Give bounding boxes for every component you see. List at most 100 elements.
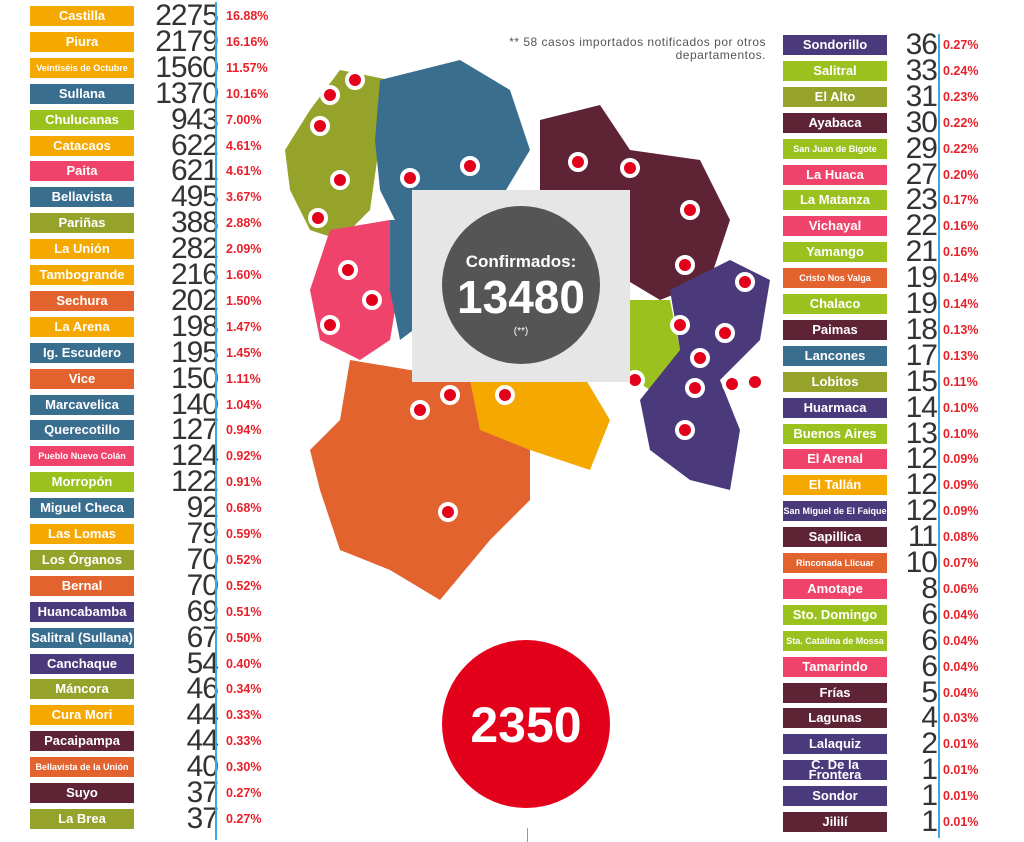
district-row: La Huaca 27 0.20% [783, 158, 978, 191]
district-row: Frías 5 0.04% [783, 676, 979, 709]
district-row: Sta. Catalina de Mossa 6 0.04% [783, 624, 979, 657]
district-count: 18 [905, 312, 938, 346]
district-count: 2275 [155, 0, 219, 32]
district-count: 19 [905, 287, 938, 320]
district-count: 2179 [155, 24, 219, 58]
district-row: Cristo Nos Valga 19 0.14% [783, 261, 978, 294]
district-percent: 0.33% [226, 734, 262, 749]
district-count: 12 [905, 468, 938, 502]
district-row: Sto. Domingo 6 0.04% [783, 598, 979, 631]
district-name: Huancabamba [30, 601, 134, 622]
district-name: Sapillica [783, 527, 887, 548]
district-row: Vice 150 1.11% [30, 362, 261, 395]
district-percent: 3.67% [226, 190, 262, 205]
district-name: Pacaipampa [30, 731, 134, 752]
district-percent: 0.27% [226, 786, 262, 800]
district-row: La Brea 37 0.27% [30, 802, 261, 835]
district-name: Catacaos [30, 135, 134, 156]
district-percent: 0.92% [226, 449, 262, 464]
map-region-west [310, 220, 400, 360]
confirmed-label: Confirmados: [465, 252, 577, 271]
district-name: Vichayal [783, 216, 887, 237]
district-row: Pariñas 388 2.88% [30, 206, 261, 239]
district-count: 22 [905, 209, 938, 243]
district-name: La Arena [30, 316, 134, 337]
district-percent: 0.34% [226, 682, 262, 697]
district-percent: 4.61% [226, 164, 262, 179]
district-percent: 0.10% [943, 426, 979, 441]
district-name: Tamarindo [783, 656, 887, 677]
district-count: 6 [921, 623, 938, 657]
district-count: 282 [170, 232, 219, 266]
district-count: 36 [905, 28, 938, 61]
district-row: Pacaipampa 44 0.33% [30, 724, 262, 757]
confirmed-value: 13480 [457, 271, 585, 323]
district-name: Bellavista de la Unión [30, 757, 134, 778]
district-count: 14 [905, 390, 938, 424]
district-count: 202 [170, 283, 219, 317]
district-percent: 0.01% [943, 789, 979, 804]
district-percent: 1.45% [226, 345, 262, 360]
district-name: Lancones [783, 345, 887, 366]
district-count: 943 [170, 102, 219, 136]
district-percent: 0.09% [943, 452, 979, 467]
district-count: 70 [186, 542, 219, 576]
district-count: 13 [905, 416, 938, 450]
district-percent: 0.09% [943, 504, 979, 519]
district-percent: 0.59% [226, 527, 262, 541]
district-name: Amotape [783, 578, 887, 599]
district-row: Lancones 17 0.13% [783, 339, 978, 372]
district-percent: 0.16% [943, 219, 979, 234]
district-row: Tamarindo 6 0.04% [783, 650, 979, 683]
district-name: Sullana [30, 83, 134, 104]
district-percent: 0.27% [943, 38, 979, 52]
district-percent: 0.22% [943, 115, 979, 130]
district-percent: 0.17% [943, 193, 979, 208]
district-count: 198 [170, 309, 219, 343]
district-name: Chalaco [783, 294, 887, 314]
district-count: 195 [170, 335, 219, 369]
map-region-north [375, 60, 530, 230]
district-percent: 1.11% [226, 371, 261, 386]
district-name: Paimas [783, 319, 887, 340]
district-count: 6 [921, 649, 938, 683]
district-percent: 0.04% [943, 685, 979, 700]
district-percent: 0.07% [943, 556, 979, 570]
district-name: La Brea [30, 808, 134, 829]
district-count: 29 [905, 131, 938, 165]
map-region-south-central [450, 370, 610, 470]
district-name: Paita [30, 161, 134, 182]
district-count: 92 [186, 491, 219, 525]
map-region-east [620, 300, 680, 390]
district-count: 79 [186, 517, 219, 550]
district-percent: 0.04% [943, 659, 979, 674]
district-percent: 0.23% [943, 89, 979, 104]
district-name: La Matanza [783, 190, 887, 211]
district-count: 122 [170, 465, 219, 499]
district-name: Cristo Nos Valga [783, 268, 887, 289]
district-percent: 0.94% [226, 423, 262, 438]
district-percent: 0.40% [226, 656, 262, 671]
district-percent: 0.01% [943, 763, 979, 778]
district-percent: 0.51% [226, 604, 262, 619]
district-count: 5 [921, 675, 938, 709]
district-row: Castilla 2275 16.88% [30, 0, 268, 32]
district-count: 495 [170, 180, 219, 214]
district-row: Bellavista de la Unión 40 0.30% [30, 750, 262, 783]
district-percent: 7.00% [226, 112, 262, 127]
district-percent: 0.04% [943, 633, 979, 648]
district-row: Salitral (Sullana) 67 0.50% [30, 621, 261, 654]
district-name: Piura [30, 31, 134, 52]
district-name: San Miguel de El Faique [783, 501, 887, 522]
district-count: 124 [170, 439, 219, 473]
district-count: 70 [186, 568, 219, 602]
district-row: Lagunas 4 0.03% [783, 701, 978, 734]
district-percent: 0.30% [226, 760, 262, 775]
district-name: Sto. Domingo [783, 604, 887, 625]
district-count: 31 [905, 79, 938, 113]
district-name: El Alto [783, 86, 887, 107]
district-name: Canchaque [30, 653, 134, 674]
district-count: 10 [905, 546, 938, 579]
district-percent: 0.04% [943, 607, 979, 622]
district-name: Sondorillo [783, 35, 887, 55]
